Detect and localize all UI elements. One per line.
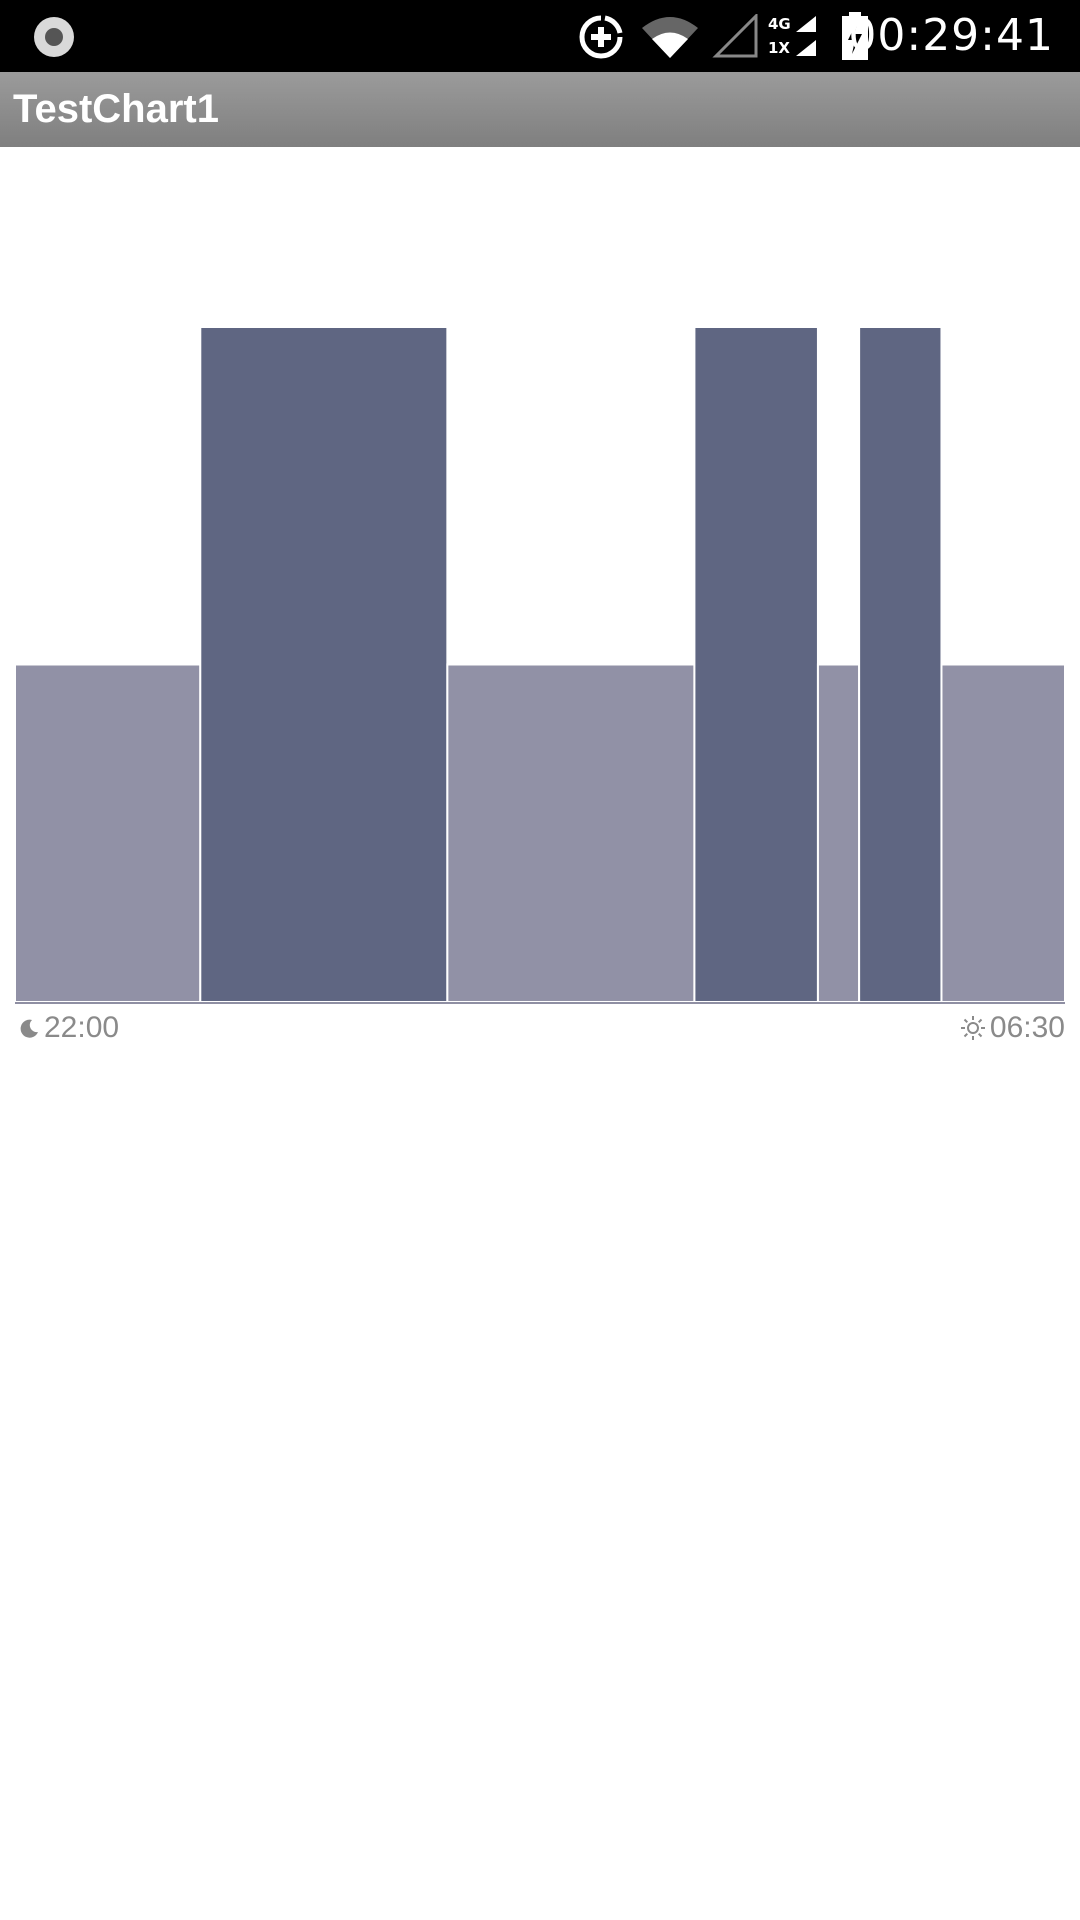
app-title: TestChart1 bbox=[13, 87, 219, 131]
chart-bar-segment bbox=[693, 326, 819, 1003]
network-type-4g: 4G bbox=[768, 15, 791, 33]
cell-signal-4g-icon bbox=[796, 16, 816, 56]
cell-signal-icon bbox=[712, 14, 758, 58]
chart-bar-segment bbox=[858, 326, 943, 1003]
x-axis-end-label: 06:30 bbox=[960, 1006, 1065, 1050]
chart-canvas bbox=[14, 326, 1066, 1004]
chart-bar-segment bbox=[446, 663, 696, 1003]
x-axis-end-text: 06:30 bbox=[989, 1011, 1065, 1044]
moon-icon bbox=[20, 1019, 38, 1038]
record-icon bbox=[34, 17, 74, 57]
wifi-icon bbox=[642, 17, 698, 58]
chart-bar-segment bbox=[14, 663, 202, 1003]
chart-bar-segment bbox=[199, 326, 449, 1003]
sleep-chart bbox=[0, 147, 1080, 1097]
data-saver-icon bbox=[579, 15, 623, 59]
chart-bar-segment bbox=[816, 663, 861, 1003]
action-bar: TestChart1 bbox=[0, 72, 1080, 147]
sun-icon bbox=[960, 1016, 985, 1040]
network-type-label: 4G 1X bbox=[768, 12, 796, 60]
x-axis-start-label: 22:00 bbox=[18, 1006, 119, 1050]
status-bar: 4G 1X 00:29:41 bbox=[0, 0, 1080, 72]
battery-charging-icon bbox=[842, 12, 868, 60]
x-axis-start-text: 22:00 bbox=[44, 1011, 120, 1044]
chart-bar-segment bbox=[940, 663, 1066, 1003]
status-time: 00:29:41 bbox=[848, 10, 1054, 61]
network-type-1x: 1X bbox=[768, 39, 791, 57]
